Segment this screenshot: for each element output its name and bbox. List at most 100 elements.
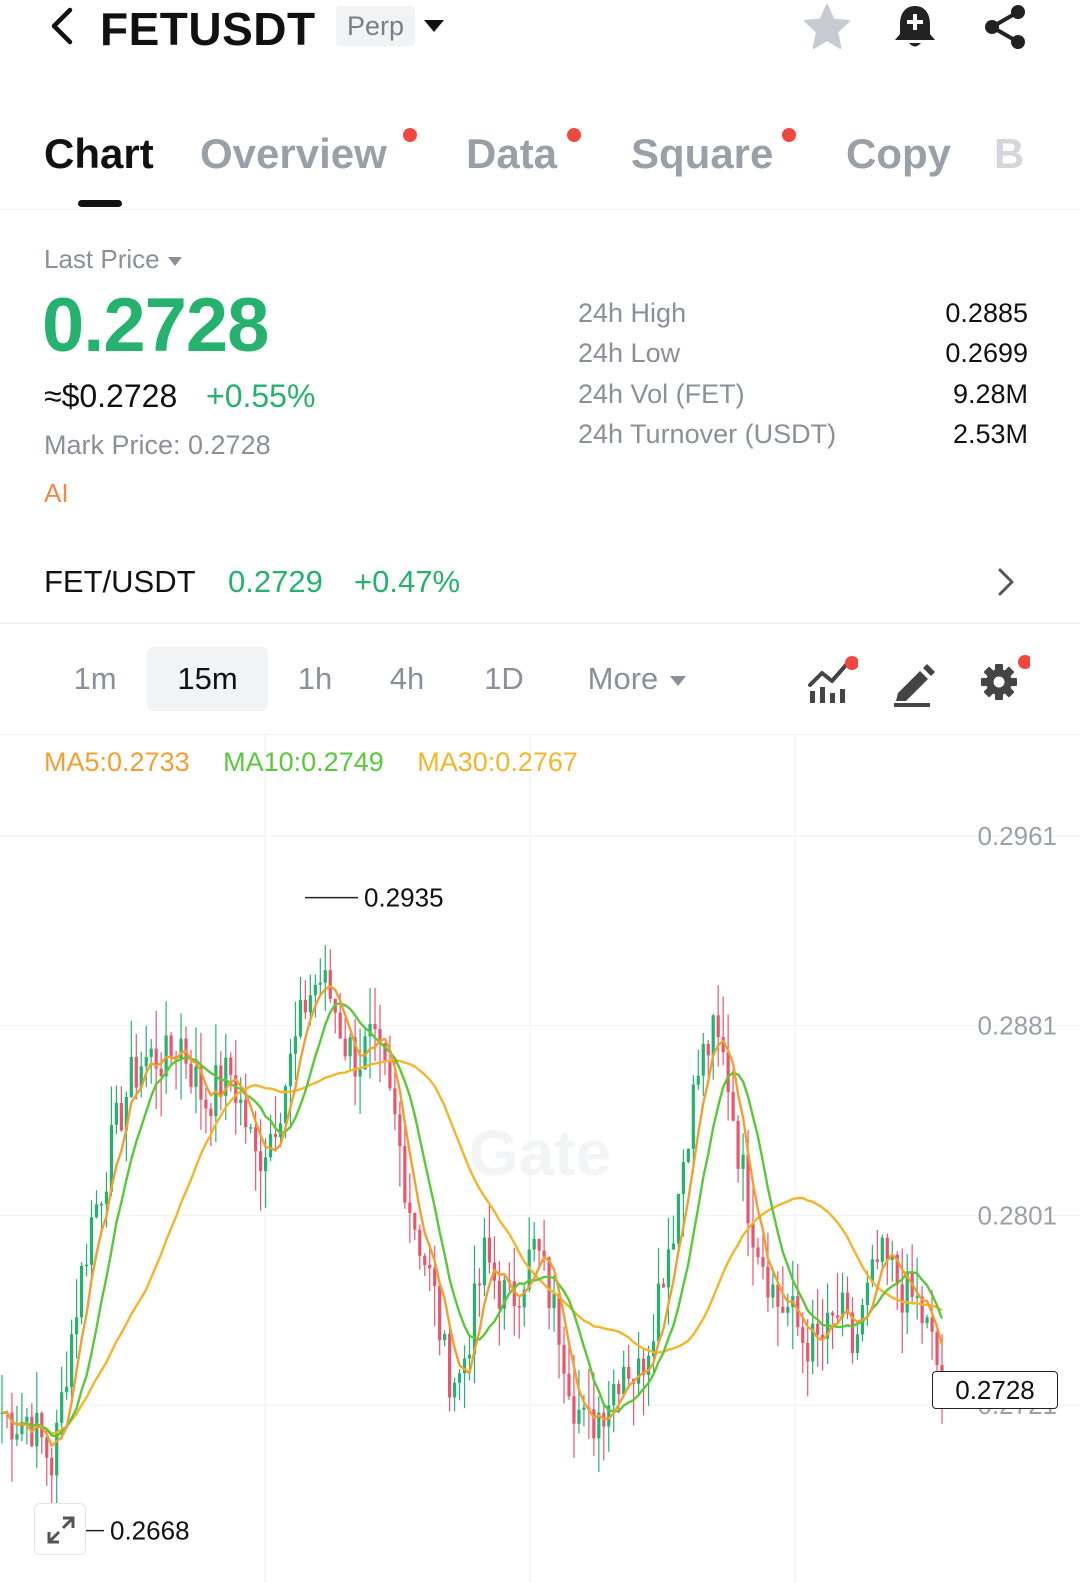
candle-body (547, 1257, 551, 1309)
stat-value: 0.2885 (945, 298, 1028, 328)
last-price-label: Last Price (44, 244, 160, 274)
candle-body (273, 1133, 278, 1137)
tab-b[interactable]: B (994, 130, 1025, 177)
candle-body (552, 1293, 556, 1309)
candle-body (816, 1323, 820, 1335)
candle-body (776, 1284, 780, 1307)
candle-body (512, 1281, 516, 1307)
settings-gear-icon[interactable] (976, 655, 1030, 709)
candle-body (189, 1063, 193, 1087)
ma5-line (2, 985, 944, 1448)
caret-down-icon (167, 256, 182, 266)
current-price-marker[interactable]: 0.2728 (932, 1371, 1058, 1409)
candle-body (597, 1412, 601, 1439)
candle-body (920, 1296, 924, 1324)
notification-dot (567, 128, 581, 142)
candle-body (532, 1238, 536, 1250)
candle-body (537, 1238, 541, 1251)
tab-data[interactable]: Data (466, 130, 558, 177)
candle-body (870, 1259, 874, 1283)
candle-body (741, 1154, 745, 1169)
stat-value: 2.53M (952, 419, 1028, 449)
chevron-right-icon[interactable] (994, 566, 1018, 598)
ma5-legend: MA5:0.2733 (44, 747, 190, 777)
candle-body (438, 1286, 442, 1341)
candle-body (298, 999, 303, 1037)
candle-body (890, 1254, 894, 1260)
notification-dot (403, 128, 417, 142)
candle-body (751, 1223, 755, 1248)
candle-body (880, 1237, 884, 1262)
candle-body (641, 1358, 646, 1375)
candle-body (696, 1075, 700, 1085)
candle-body (756, 1247, 760, 1258)
candle-body (10, 1412, 14, 1440)
candle-body (25, 1416, 29, 1422)
candle-body (124, 1096, 128, 1131)
star-icon[interactable] (802, 2, 852, 52)
candle-body (835, 1315, 840, 1318)
candle-body (637, 1358, 641, 1384)
candle-body (612, 1384, 616, 1406)
stat-label: 24h High (578, 298, 687, 328)
share-icon[interactable] (980, 2, 1030, 52)
candle-body (363, 1036, 367, 1070)
caret-down-icon (670, 675, 687, 686)
candle-body (905, 1271, 909, 1313)
back-icon[interactable] (44, 6, 78, 46)
candle-body (915, 1296, 919, 1299)
candle-body (671, 1243, 676, 1250)
spot-pair-row[interactable]: FET/USDT 0.2729 +0.47% (0, 540, 1080, 624)
page-title: FETUSDT (100, 3, 316, 55)
candle-body (900, 1284, 904, 1313)
spot-pair-name: FET/USDT (44, 564, 196, 599)
min-price-label: 0.2668 (110, 1516, 190, 1546)
notification-dot (782, 128, 796, 142)
interval-4h[interactable]: 4h (389, 661, 425, 696)
candle-body (134, 1056, 138, 1088)
interval-more[interactable]: More (572, 647, 702, 711)
tab-square[interactable]: Square (631, 130, 774, 177)
candle-body (627, 1366, 631, 1379)
kline-chart[interactable]: Gate0.29610.28810.28010.27210.29350.2668… (0, 735, 1080, 1583)
candle-body (403, 1146, 407, 1203)
tab-copy[interactable]: Copy (846, 130, 951, 177)
candle-body (20, 1421, 24, 1435)
candle-body (567, 1373, 571, 1397)
interval-15m[interactable]: 15m (147, 647, 268, 711)
indicator-icon[interactable] (804, 655, 858, 709)
y-axis-tick-label: 0.2961 (977, 821, 1057, 851)
candle-body (482, 1237, 487, 1286)
candle-body (94, 1204, 99, 1218)
candle-body (204, 1099, 208, 1109)
category-tag[interactable]: AI (44, 478, 69, 508)
last-price-selector[interactable]: Last Price (44, 244, 182, 275)
draw-pen-icon[interactable] (886, 655, 940, 709)
ma30-line (2, 1059, 943, 1435)
expand-chart-button[interactable] (34, 1503, 86, 1555)
candle-body (811, 1323, 815, 1362)
chevron-down-icon[interactable] (424, 20, 444, 32)
candle-body (736, 1120, 740, 1169)
interval-1d[interactable]: 1D (484, 661, 524, 696)
perp-badge: Perp (336, 6, 416, 46)
interval-1h[interactable]: 1h (297, 661, 333, 696)
candle-body (129, 1056, 133, 1097)
y-axis-tick-label: 0.2881 (977, 1011, 1057, 1041)
candle-body (935, 1331, 939, 1365)
stat-label: 24h Vol (FET) (578, 379, 745, 409)
candle-body (383, 1043, 387, 1063)
tab-overview[interactable]: Overview (200, 130, 387, 177)
interval-1m[interactable]: 1m (73, 661, 117, 696)
candle-body (144, 1056, 148, 1067)
candle-body (84, 1264, 89, 1267)
bell-plus-icon[interactable] (890, 2, 940, 52)
candle-body (771, 1284, 775, 1298)
candle-body (865, 1282, 869, 1306)
candle-body (164, 1035, 168, 1077)
candle-body (716, 1015, 720, 1038)
candle-body (149, 1048, 153, 1057)
tab-chart[interactable]: Chart (44, 130, 154, 177)
candle-body (925, 1317, 929, 1324)
